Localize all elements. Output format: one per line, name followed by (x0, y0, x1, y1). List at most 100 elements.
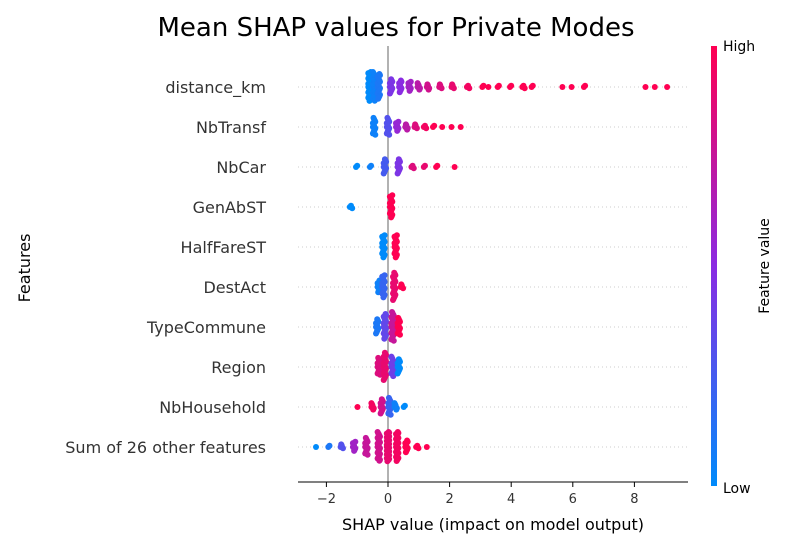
shap-point (431, 122, 438, 129)
x-tick-label: 8 (630, 492, 638, 507)
shap-point (423, 125, 430, 132)
feature-label: distance_km (165, 78, 266, 98)
shap-point (414, 80, 421, 87)
shap-point (425, 86, 432, 93)
x-tick-label: 6 (569, 492, 577, 507)
shap-point (326, 442, 333, 449)
shap-point (451, 164, 458, 170)
shap-point (396, 89, 403, 96)
shap-point (381, 272, 388, 279)
points-layer (313, 69, 671, 465)
shap-point (406, 87, 413, 94)
shap-point (485, 84, 492, 90)
shap-point (349, 205, 356, 212)
shap-point (407, 78, 414, 85)
shap-point (529, 82, 536, 89)
shap-point (377, 410, 384, 417)
shap-point (387, 411, 394, 418)
shap-point (398, 281, 405, 288)
shap-point (390, 337, 397, 344)
shap-point (386, 131, 393, 138)
shap-point (423, 444, 430, 450)
shap-point (375, 354, 382, 361)
shap-point (448, 124, 455, 130)
shap-point (393, 406, 400, 413)
feature-label: TypeCommune (146, 318, 266, 337)
shap-point (352, 438, 359, 445)
shap-point (351, 447, 358, 454)
shap-point (404, 126, 411, 133)
shap-point (415, 445, 422, 452)
shap-point (372, 131, 379, 138)
x-tick-label: 4 (507, 492, 515, 507)
shap-point (495, 82, 502, 89)
shap-point (568, 84, 575, 90)
colorbar-title: Feature value (757, 218, 773, 314)
shap-point (508, 82, 515, 89)
shap-point (434, 162, 441, 169)
feature-label: Region (211, 358, 266, 377)
shap-point (393, 232, 400, 239)
shap-point (370, 406, 377, 413)
shap-point (404, 437, 411, 444)
shap-point (412, 121, 419, 128)
feature-label: DestAct (203, 278, 266, 297)
shap-point (521, 85, 528, 92)
shap-point (388, 214, 395, 221)
shap-point (390, 297, 396, 303)
shap-point (394, 370, 401, 377)
shap-point (376, 71, 383, 77)
colorbar-low-label: Low (723, 481, 751, 497)
shap-point (582, 82, 589, 89)
shap-point (376, 457, 383, 464)
shap-point (480, 82, 487, 89)
shap-point (378, 396, 385, 403)
shap-point (380, 254, 387, 261)
shap-point (389, 309, 395, 315)
x-tick-label: −2 (317, 492, 336, 507)
shap-point (436, 81, 443, 88)
shap-point (457, 124, 464, 130)
shap-point (374, 316, 381, 323)
shap-point (386, 90, 393, 97)
feature-label: Sum of 26 other features (65, 438, 266, 457)
feature-label: NbTransf (196, 118, 266, 137)
x-ticks: −2 0 2 4 6 8 (317, 482, 639, 507)
feature-labels: distance_km NbTransf NbCar GenAbST HalfFareS… (65, 78, 266, 457)
shap-point (368, 162, 375, 169)
shap-point (439, 124, 446, 130)
shap-point (395, 118, 402, 125)
feature-label: NbCar (216, 158, 266, 177)
shap-point (395, 314, 402, 321)
shap-point (388, 76, 395, 83)
shap-point (395, 356, 402, 363)
shap-point (362, 434, 369, 441)
shap-point (364, 451, 371, 458)
shap-point (401, 402, 408, 409)
shap-point (422, 162, 428, 169)
shap-point (394, 429, 401, 435)
shap-point (368, 400, 375, 407)
colorbar (711, 46, 717, 486)
shap-point (381, 349, 388, 356)
x-tick-label: 0 (384, 492, 392, 507)
shap-point (664, 84, 671, 90)
feature-label: NbHousehold (159, 398, 266, 417)
shap-point (384, 114, 391, 121)
shap-point (380, 294, 387, 301)
shap-point (402, 121, 409, 128)
shap-point (374, 429, 381, 435)
shap-point (370, 114, 377, 121)
shap-point (313, 444, 319, 450)
shap-point (385, 394, 392, 401)
shap-point (375, 95, 382, 102)
shap-point (354, 404, 361, 410)
shap-point (397, 77, 404, 84)
shap-point (388, 353, 395, 360)
chart-title: Mean SHAP values for Private Modes (157, 13, 634, 43)
shap-point (559, 84, 566, 90)
shap-point (354, 162, 361, 169)
shap-point (391, 269, 398, 276)
shap-point (391, 400, 398, 407)
shap-point (449, 81, 456, 88)
